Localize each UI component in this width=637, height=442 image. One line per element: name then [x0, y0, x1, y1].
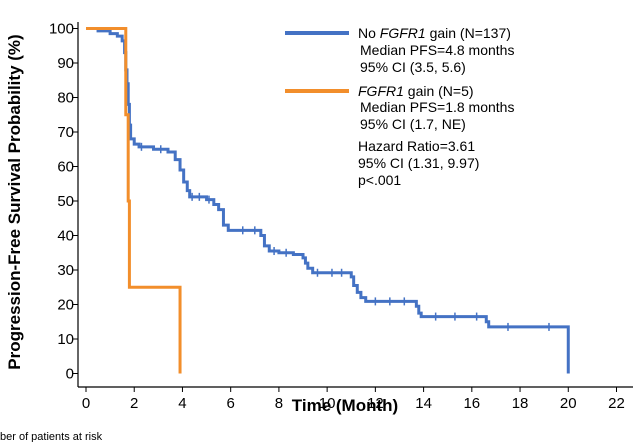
x-tick-label: 20: [560, 395, 577, 412]
x-tick-label: 22: [608, 395, 625, 412]
x-tick-label: 2: [130, 395, 138, 412]
y-tick-label: 80: [57, 90, 74, 107]
at-risk-footer: ber of patients at risk: [0, 431, 103, 442]
legend-ci-no-fgfr1: 95% CI (3.5, 5.6): [360, 59, 466, 75]
p-value-text: p<.001: [358, 172, 401, 188]
y-tick-label: 70: [57, 124, 74, 141]
y-tick-label: 90: [57, 55, 74, 72]
hazard-ratio-ci-text: 95% CI (1.31, 9.97): [358, 155, 479, 171]
y-ticks: 0 10 20 30 40 50 60 70 80 90 100: [49, 21, 78, 383]
x-tick-label: 14: [415, 395, 432, 412]
x-tick-label: 10: [319, 395, 336, 412]
legend-label-no-fgfr1: No FGFR1 gain (N=137): [358, 25, 511, 41]
y-tick-label: 10: [57, 331, 74, 348]
hazard-ratio-text: Hazard Ratio=3.61: [358, 138, 475, 154]
x-tick-label: 12: [367, 395, 384, 412]
x-axis-title: Time (Month): [292, 396, 398, 415]
x-tick-label: 8: [275, 395, 283, 412]
legend-median-fgfr1: Median PFS=1.8 months: [360, 99, 514, 115]
legend-median-no-fgfr1: Median PFS=4.8 months: [360, 42, 514, 58]
series-layer: [86, 27, 570, 374]
y-tick-label: 50: [57, 193, 74, 210]
y-tick-label: 30: [57, 262, 74, 279]
y-tick-label: 20: [57, 297, 74, 314]
y-tick-label: 100: [49, 21, 74, 38]
x-tick-label: 18: [512, 395, 529, 412]
series-line-0: [86, 27, 570, 374]
x-tick-label: 16: [463, 395, 480, 412]
y-tick-label: 40: [57, 228, 74, 245]
x-tick-label: 0: [82, 395, 90, 412]
y-tick-label: 60: [57, 159, 74, 176]
legend-label-fgfr1: FGFR1 gain (N=5): [358, 83, 474, 99]
x-tick-label: 6: [227, 395, 235, 412]
y-tick-label: 0: [66, 366, 74, 383]
legend-ci-fgfr1: 95% CI (1.7, NE): [360, 116, 466, 132]
series-line-1: [86, 27, 182, 374]
legend: No FGFR1 gain (N=137) Median PFS=4.8 mon…: [285, 25, 514, 188]
x-tick-label: 4: [178, 395, 186, 412]
y-axis-title: Progression-Free Survival Probability (%…: [5, 34, 24, 369]
x-ticks: 0 2 4 6 8 10 12 14 16 18 20 22: [82, 387, 625, 412]
